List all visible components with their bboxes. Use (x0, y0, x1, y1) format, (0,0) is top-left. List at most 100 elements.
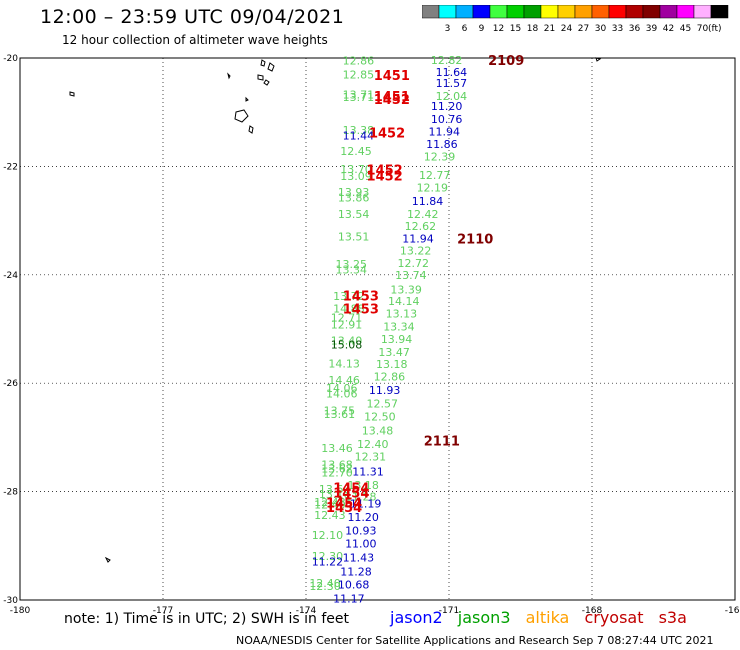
wave-height-label: 10.93 (345, 525, 377, 538)
wave-height-label: 13.48 (362, 424, 394, 437)
island-outline (267, 62, 275, 72)
scale-tick-label: 39 (646, 24, 658, 34)
wave-height-label: 13.25 (336, 258, 368, 271)
legend-jason3: jason3 (457, 608, 511, 627)
pass-time-label: 2110 (457, 232, 493, 247)
scale-tick-label: 30 (595, 24, 607, 34)
island-outline (69, 91, 75, 97)
map-subtitle: 12 hour collection of altimeter wave hei… (62, 33, 328, 47)
wave-height-color-scale: 3 6 9 12 15 18 21 24 27 30 33 36 39 42 45 70 (ft) (422, 5, 729, 34)
latitude-tick-label: -20 (3, 54, 18, 64)
scale-tick-label: 3 (445, 24, 451, 34)
wave-height-label: 12.04 (436, 90, 468, 103)
wave-height-label: 12.50 (364, 410, 396, 423)
wave-height-label: 11.94 (402, 232, 434, 245)
wave-height-label: 10.68 (338, 578, 370, 591)
wave-height-label: 10.76 (431, 113, 463, 126)
map-title: 12:00 – 23:59 UTC 09/04/2021 (40, 6, 345, 28)
wave-height-label: 11.86 (426, 138, 458, 151)
wave-height-label: 13.18 (347, 479, 379, 492)
wave-height-label: 11.44 (343, 130, 375, 143)
wave-height-label: 13.09 (340, 170, 372, 183)
wave-height-label: 11.94 (428, 126, 460, 139)
pass-time-label: 1454 (333, 481, 369, 496)
longitude-tick-label: -165 (725, 606, 740, 616)
wave-height-label: 13.93 (338, 186, 370, 199)
wave-height-label: 13.10 (319, 488, 351, 501)
wave-height-label: 11.43 (343, 552, 375, 565)
wave-height-label: 12.42 (407, 208, 439, 221)
wave-height-label: 12.19 (417, 182, 449, 195)
pass-time-label: 2111 (424, 435, 460, 450)
pass-time-label: 1453 (343, 289, 379, 304)
wave-height-label: 11.22 (312, 556, 344, 569)
legend-altika: altika (525, 608, 570, 627)
wave-height-label: 12.30 (309, 580, 341, 593)
wave-height-label: 11.00 (345, 538, 377, 551)
wave-height-label: 13.46 (321, 442, 353, 455)
wave-height-label: 11.20 (431, 100, 463, 113)
wave-height-label: 12.62 (405, 220, 437, 233)
island-outline (234, 109, 249, 123)
island-outline (263, 79, 270, 86)
footer-note: note: 1) Time is in UTC; 2) SWH is in fe… (64, 611, 350, 627)
scale-tick-label: 33 (612, 24, 623, 34)
latitude-tick-label: -28 (3, 488, 18, 498)
island-outline (245, 96, 249, 102)
pass-time-label: 1454 (326, 501, 362, 516)
map-frame (19, 57, 736, 601)
wave-height-label: 13.61 (324, 408, 356, 421)
latitude-tick-label: -26 (3, 379, 18, 389)
island-outline (248, 125, 254, 134)
longitude-tick-label: -171 (439, 606, 459, 616)
wave-height-label: 12.31 (355, 450, 387, 463)
wave-height-label: 13.51 (338, 230, 370, 243)
longitude-tick-label: -174 (296, 606, 317, 616)
wave-height-label: 12.43 (314, 509, 346, 522)
wave-height-label: 11.64 (436, 66, 468, 79)
wave-height-label: 11.20 (347, 511, 379, 524)
wave-height-label: 12.45 (340, 145, 372, 158)
wave-height-label: 14.13 (328, 358, 360, 371)
wave-height-label: 11.93 (369, 384, 401, 397)
wave-height-label: 13.71 (343, 88, 375, 101)
wave-height-label: 11.28 (340, 565, 372, 578)
wave-height-label: 12.57 (367, 397, 399, 410)
wave-height-label: 13.74 (395, 269, 427, 282)
wave-height-label: 13.38 (343, 124, 375, 137)
wave-height-label: 12.77 (419, 169, 451, 182)
wave-height-label: 13.94 (381, 333, 413, 346)
scale-tick-label: 12 (493, 24, 504, 34)
pass-time-label: 1453 (343, 302, 379, 317)
scale-swatch (710, 5, 729, 19)
wave-height-label: 13.68 (321, 459, 353, 472)
wave-height-label: 12.40 (309, 577, 341, 590)
scale-tick-label: 27 (578, 24, 589, 34)
wave-height-label: 13.34 (383, 320, 415, 333)
wave-height-label: 12.39 (424, 151, 456, 164)
wave-height-label: 13.47 (378, 346, 410, 359)
scale-tick-label: 18 (527, 24, 539, 34)
scale-tick-label: 9 (479, 24, 485, 34)
wave-height-label: 12.40 (314, 499, 346, 512)
satellite-legend: jason2 jason3 altika cryosat s3a (390, 608, 697, 627)
latitude-tick-label: -22 (3, 162, 18, 172)
wave-height-label: 13.34 (336, 263, 368, 276)
wave-height-label: 12.86 (343, 55, 375, 68)
wave-height-label: 11.28 (345, 490, 377, 503)
wave-height-label: 13.60 (319, 483, 351, 496)
wave-height-label: 13.39 (390, 283, 422, 296)
scale-tick-label: 70 (697, 24, 709, 34)
wave-height-label: 15.08 (331, 339, 363, 352)
legend-cryosat: cryosat (584, 608, 644, 627)
wave-height-label: 12.86 (374, 371, 406, 384)
wave-height-label: 13.22 (400, 244, 432, 257)
wave-height-label: 12.40 (357, 438, 389, 451)
wave-height-label: 13.70 (340, 163, 372, 176)
pass-time-label: 1451 (374, 90, 410, 105)
island-outline (595, 57, 602, 62)
wave-height-label: 11.57 (436, 77, 468, 90)
legend-s3a: s3a (658, 608, 687, 627)
scale-tick-label: 42 (663, 24, 674, 34)
